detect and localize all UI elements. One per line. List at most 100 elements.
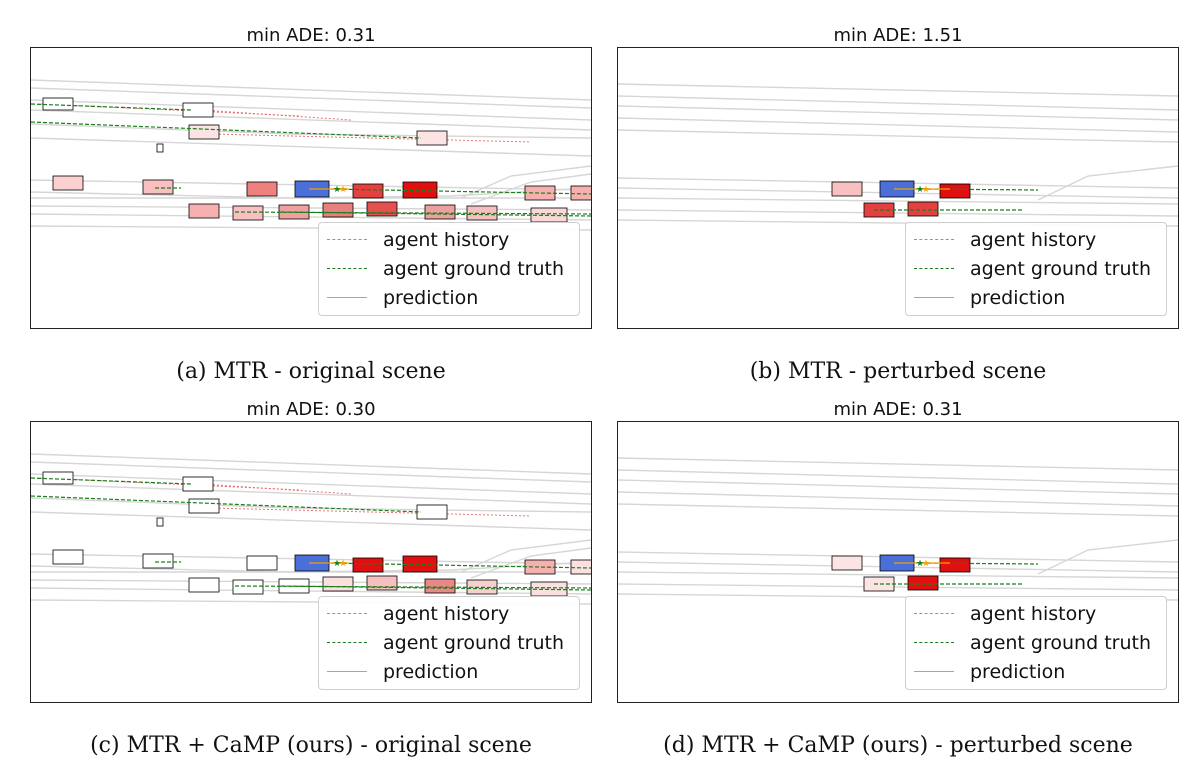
legend-prediction: prediction — [319, 284, 579, 312]
panel-c-scene: ★ ★ agent history agent ground truth predict… — [30, 421, 592, 703]
panel-c-title: min ADE: 0.30 — [246, 399, 376, 420]
agent-box — [232, 205, 264, 221]
lane-line — [618, 105, 1178, 121]
legend-history-swatch — [914, 613, 954, 614]
agent-box — [52, 175, 84, 191]
agent-box — [246, 555, 278, 571]
ground-truth-trajectory — [234, 585, 591, 589]
legend-prediction-swatch — [914, 671, 954, 672]
legend-ground-truth-label: agent ground truth — [970, 632, 1151, 654]
history-trajectory — [210, 507, 532, 517]
legend-ground-truth: agent ground truth — [906, 629, 1166, 657]
agent-box — [188, 498, 220, 514]
legend-ground-truth-label: agent ground truth — [970, 258, 1151, 280]
agent-box — [402, 555, 438, 573]
lane-line — [1037, 165, 1178, 201]
legend-prediction-label: prediction — [970, 287, 1066, 309]
legend-history: agent history — [906, 226, 1166, 254]
endpoint-star: ★ — [333, 559, 341, 569]
endpoint-star: ★ — [333, 185, 341, 195]
agent-box — [570, 185, 591, 201]
agent-box — [352, 557, 384, 573]
ground-truth-trajectory — [31, 121, 422, 139]
panel-c-caption: (c) MTR + CaMP (ours) - original scene — [90, 733, 532, 758]
agent-box — [188, 124, 220, 140]
panel-b-scene: ★ ★ agent history agent ground truth predict… — [617, 47, 1179, 329]
agent-box — [831, 181, 863, 197]
panel-b-title: min ADE: 1.51 — [833, 25, 963, 46]
endpoint-star: ★ — [922, 559, 930, 569]
legend: agent history agent ground truth predictio… — [905, 222, 1167, 316]
lane-line — [618, 479, 1178, 495]
lane-line — [618, 457, 1178, 471]
endpoint-star: ★ — [916, 559, 924, 569]
legend-history-swatch — [327, 239, 367, 240]
lane-line — [31, 205, 591, 211]
lane-line — [31, 79, 591, 101]
legend-prediction: prediction — [906, 284, 1166, 312]
legend-prediction-label: prediction — [383, 287, 479, 309]
legend-ground-truth: agent ground truth — [319, 255, 579, 283]
agent-box — [424, 578, 456, 594]
agent-box — [188, 577, 220, 593]
legend-history: agent history — [319, 226, 579, 254]
lane-line — [31, 473, 591, 495]
legend: agent history agent ground truth predictio… — [318, 222, 580, 316]
lane-line — [31, 461, 591, 483]
legend-prediction-swatch — [327, 671, 367, 672]
agent-box — [939, 183, 971, 199]
lane-line — [460, 539, 591, 573]
legend-ground-truth-swatch — [914, 642, 954, 643]
lane-line — [31, 511, 591, 531]
agent-box — [570, 559, 591, 575]
legend-prediction: prediction — [906, 658, 1166, 686]
panel-a-scene: ★ ★ agent history agent ground truth predict… — [30, 47, 592, 329]
lane-line — [618, 571, 1178, 579]
lane-line — [618, 469, 1178, 485]
legend: agent history agent ground truth predictio… — [905, 596, 1167, 690]
legend-history-swatch — [914, 239, 954, 240]
legend-ground-truth: agent ground truth — [319, 629, 579, 657]
lane-line — [31, 483, 591, 505]
ground-truth-trajectory — [234, 211, 591, 215]
lane-line — [470, 173, 591, 205]
lane-line — [618, 129, 1178, 143]
lane-line — [618, 209, 1178, 217]
legend-prediction-label: prediction — [970, 661, 1066, 683]
legend-history-label: agent history — [970, 229, 1097, 251]
agent-box — [416, 130, 448, 146]
agent-box — [142, 179, 174, 195]
legend-ground-truth-swatch — [327, 642, 367, 643]
lane-line — [31, 587, 591, 595]
agent-box — [424, 204, 456, 220]
lane-line — [31, 213, 591, 221]
lane-line — [31, 497, 591, 513]
endpoint-star: ★ — [339, 559, 347, 569]
agent-box — [156, 517, 164, 527]
legend-history-swatch — [327, 613, 367, 614]
agent-box — [831, 555, 863, 571]
legend-history: agent history — [319, 600, 579, 628]
legend-ground-truth-label: agent ground truth — [383, 258, 564, 280]
panel-d-caption: (d) MTR + CaMP (ours) - perturbed scene — [663, 733, 1133, 758]
scene-plot-c: ★★ — [31, 453, 591, 605]
legend-history-label: agent history — [383, 603, 510, 625]
scene-plot-b: ★★ — [618, 83, 1178, 227]
agent-box — [42, 97, 74, 111]
legend-ground-truth-label: agent ground truth — [383, 632, 564, 654]
panel-b-caption: (b) MTR - perturbed scene — [749, 359, 1047, 384]
lane-line — [618, 95, 1178, 111]
agent-box — [322, 576, 354, 592]
agent-box — [232, 579, 264, 595]
legend-prediction-swatch — [327, 297, 367, 298]
lane-line — [470, 547, 591, 579]
lane-line — [460, 165, 591, 199]
agent-box — [939, 557, 971, 573]
lane-line — [618, 197, 1178, 205]
lane-line — [1037, 539, 1178, 575]
lane-line — [31, 109, 591, 131]
lane-line — [31, 137, 591, 157]
panel-a-caption: (a) MTR - original scene — [176, 359, 446, 384]
ground-truth-trajectory — [330, 562, 591, 569]
agent-box — [402, 181, 438, 199]
